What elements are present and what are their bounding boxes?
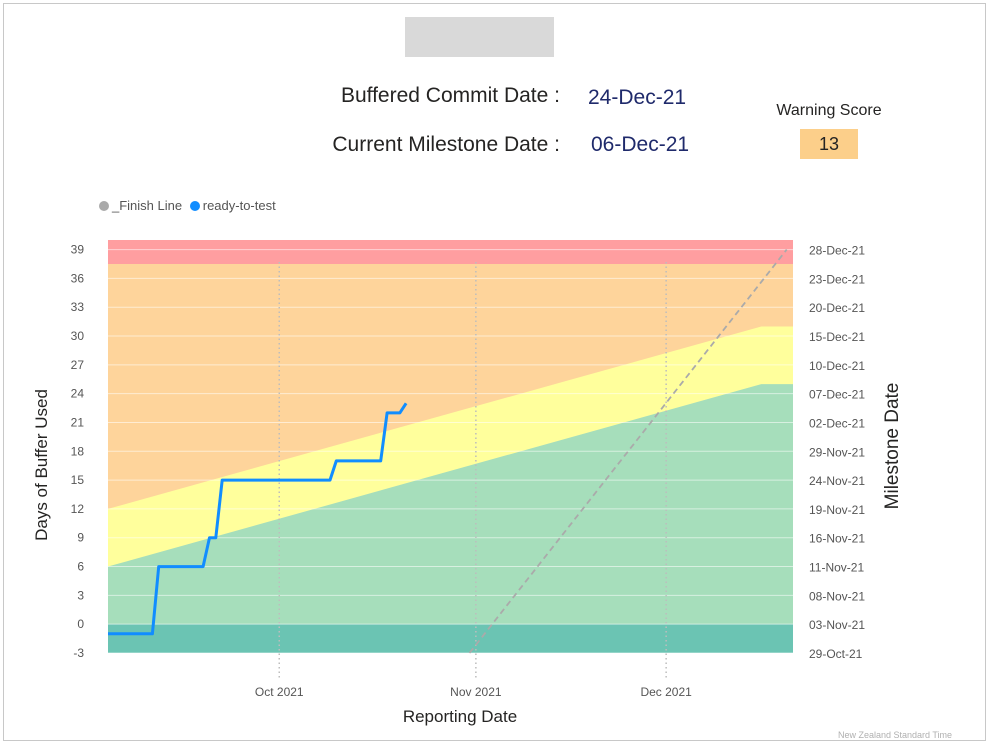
y2-tick-label: 07-Dec-21 [809,388,865,402]
y-tick-label: 0 [77,617,84,631]
legend-dot-icon [189,200,200,211]
y-tick-label: 39 [71,243,85,257]
series-lines [108,249,788,654]
y2-tick-label: 28-Dec-21 [809,244,865,258]
y-axis-title: Days of Buffer Used [32,389,51,541]
zone-red [108,240,793,265]
x-tick-label: Dec 2021 [640,685,692,699]
zone-teal [108,624,793,653]
legend-dot-icon [99,200,109,211]
x-axis-ticks: Oct 2021 Nov 2021 Dec 2021 [255,685,692,699]
y-tick-label: 3 [77,588,84,602]
y2-tick-label: 11-Nov-21 [809,561,864,575]
buffered-commit-label: Buffered Commit Date : [340,84,560,107]
y2-tick-label: 20-Dec-21 [809,301,865,315]
y-tick-label: 12 [71,502,85,516]
y-tick-label: 36 [71,271,85,285]
y2-tick-label: 19-Nov-21 [809,503,865,517]
y-tick-label: 30 [71,329,85,343]
current-milestone-value: 06-Dec-21 [591,133,690,156]
y-tick-label: -3 [73,646,84,660]
chart-legend: _Finish Line ready-to-test [99,198,280,214]
legend-label-finish-line: _Finish Line [112,198,183,213]
ready-to-test-series [108,402,408,636]
warning-score-label: Warning Score [776,102,882,119]
y2-tick-label: 29-Nov-21 [809,445,865,459]
footer-note: New Zealand Standard Time [838,730,953,740]
y-tick-label: 9 [77,531,84,545]
current-milestone-label: Current Milestone Date : [332,133,560,156]
buffered-commit-value: 24-Dec-21 [588,86,687,109]
y-tick-label: 24 [71,387,85,401]
y-tick-label: 6 [77,560,84,574]
x-tick-label: Nov 2021 [450,685,502,699]
warning-score-badge: 13 [800,129,858,159]
x-tick-label: Oct 2021 [255,685,304,699]
legend-item-finish-line[interactable]: _Finish Line [99,198,182,213]
y2-tick-label: 15-Dec-21 [809,330,865,344]
y2-tick-label: 29-Oct-21 [809,647,863,661]
y2-tick-label: 23-Dec-21 [809,272,865,286]
y2-tick-label: 02-Dec-21 [809,416,865,430]
y-tick-label: 15 [71,473,85,487]
y-tick-label: 27 [71,358,85,372]
y2-axis-ticks: 29-Oct-21 03-Nov-21 08-Nov-21 11-Nov-21 16-N… [809,244,865,661]
legend-item-ready-to-test[interactable]: ready-to-test [189,198,276,213]
y-tick-label: 21 [71,415,85,429]
y2-axis-title: Milestone Date [882,383,903,510]
finish-line-series [468,249,788,654]
y-tick-label: 18 [71,444,85,458]
y2-tick-label: 08-Nov-21 [809,589,865,603]
y2-tick-label: 24-Nov-21 [809,474,865,488]
zone-bands [108,240,793,653]
title-placeholder [405,17,554,57]
gridlines [108,249,793,680]
x-axis-title: Reporting Date [403,707,517,726]
y2-tick-label: 16-Nov-21 [809,532,865,546]
y2-tick-label: 03-Nov-21 [809,618,865,632]
legend-label-ready-to-test: ready-to-test [202,198,276,213]
y-tick-label: 33 [71,300,85,314]
y2-tick-label: 10-Dec-21 [809,359,865,373]
